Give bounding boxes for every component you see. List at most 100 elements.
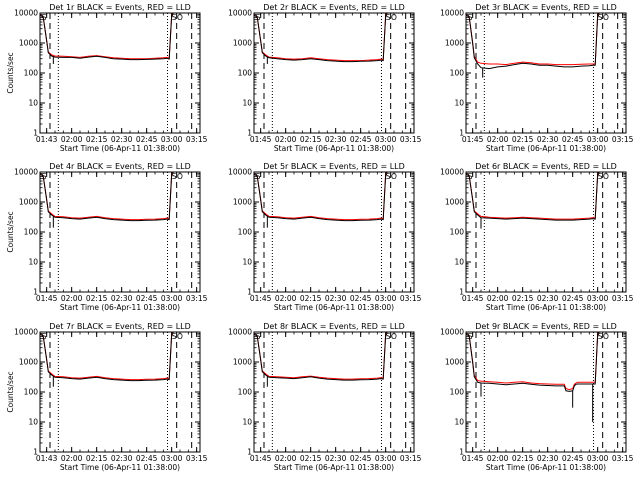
x-tick-label: 01:45 (462, 454, 484, 463)
y-tick-label: 10 (28, 258, 38, 267)
x-tick-label: 02:45 (562, 135, 584, 144)
lld-rate-line (253, 171, 388, 221)
x-tick-label: 01:45 (462, 135, 484, 144)
panel-title: Det 7r BLACK = Events, RED = LLD (49, 322, 191, 331)
events-rate-line (39, 331, 174, 382)
x-axis-label: Start Time (06-Apr-11 01:38:00) (274, 463, 394, 472)
y-tick-label: 1 (247, 448, 252, 457)
saa-marker-label: S (256, 13, 261, 22)
saa-marker-label: S (256, 172, 261, 181)
y-tick-label: 1000 (445, 358, 464, 367)
saa-marker-label: O (603, 172, 609, 181)
x-tick-label: 02:30 (325, 454, 347, 463)
saa-marker-label: S (468, 332, 473, 341)
x-tick-label: 02:00 (61, 454, 83, 463)
x-tick-label: 02:30 (537, 454, 559, 463)
x-tick-label: 02:45 (350, 454, 372, 463)
axes-frame (253, 12, 415, 134)
y-tick-label: 10000 (228, 9, 252, 18)
x-tick-label: 02:30 (111, 454, 133, 463)
x-tick-label: 02:15 (512, 454, 534, 463)
x-tick-label: 02:30 (537, 135, 559, 144)
x-tick-label: 01:43 (36, 454, 58, 463)
axes-frame (253, 171, 415, 293)
x-tick-label: 02:30 (111, 135, 133, 144)
axes-frame (465, 12, 627, 134)
saa-marker-label: S (42, 13, 47, 22)
x-axis-label: Start Time (06-Apr-11 01:38:00) (60, 303, 180, 312)
x-tick-label: 03:00 (375, 135, 397, 144)
saa-marker-label: S (468, 13, 473, 22)
x-tick-label: 02:00 (275, 135, 297, 144)
saa-marker-label: S (42, 172, 47, 181)
saa-marker-label: S (598, 332, 603, 341)
x-tick-label: 01:45 (250, 454, 272, 463)
saa-marker-label: O (603, 13, 609, 22)
saa-marker-label: S (386, 172, 391, 181)
x-tick-label: 02:15 (86, 454, 108, 463)
y-tick-label: 10 (454, 418, 464, 427)
y-tick-label: 1000 (233, 39, 252, 48)
axes-frame (253, 331, 415, 453)
x-axis-label: Start Time (06-Apr-11 01:38:00) (486, 463, 606, 472)
y-tick-label: 10 (242, 99, 252, 108)
axes-frame (39, 171, 201, 293)
y-tick-label: 1 (459, 288, 464, 297)
detector-panel: Det 6r BLACK = Events, RED = LLD 1 10 100 10… (440, 162, 634, 312)
events-rate-line (253, 12, 388, 63)
y-tick-label: 100 (450, 228, 465, 237)
lld-rate-line (465, 12, 600, 66)
y-axis-label: Counts/sec (6, 371, 15, 412)
y-tick-label: 1 (33, 288, 38, 297)
detector-panel: Det 8r BLACK = Events, RED = LLD 1 10 100 10… (228, 322, 422, 472)
x-axis-label: Start Time (06-Apr-11 01:38:00) (60, 463, 180, 472)
panel-title: Det 4r BLACK = Events, RED = LLD (49, 162, 191, 171)
y-tick-label: 100 (24, 69, 39, 78)
axes-frame (39, 12, 201, 134)
y-tick-label: 10000 (14, 168, 38, 177)
x-tick-label: 01:45 (462, 294, 484, 303)
panel-title: Det 9r BLACK = Events, RED = LLD (475, 322, 617, 331)
x-tick-label: 02:15 (300, 294, 322, 303)
y-tick-label: 10000 (440, 328, 464, 337)
saa-marker-label: S (172, 332, 177, 341)
y-tick-label: 10000 (228, 328, 252, 337)
lld-rate-line (253, 12, 388, 62)
x-tick-label: 02:00 (487, 135, 509, 144)
x-tick-label: 03:15 (400, 454, 422, 463)
y-tick-label: 1 (459, 129, 464, 138)
x-tick-label: 03:15 (400, 294, 422, 303)
y-axis-label: Counts/sec (6, 211, 15, 252)
x-axis-label: Start Time (06-Apr-11 01:38:00) (60, 144, 180, 153)
saa-marker-label: O (177, 172, 183, 181)
saa-marker-label: S (468, 172, 473, 181)
events-rate-line (39, 171, 174, 222)
saa-marker-label: S (598, 13, 603, 22)
saa-marker-label: S (172, 13, 177, 22)
x-axis-label: Start Time (06-Apr-11 01:38:00) (274, 144, 394, 153)
y-tick-label: 10 (454, 99, 464, 108)
x-tick-label: 02:45 (136, 135, 158, 144)
x-tick-label: 03:15 (186, 454, 208, 463)
y-tick-label: 1000 (233, 358, 252, 367)
saa-marker-label: O (177, 332, 183, 341)
x-tick-label: 01:45 (250, 294, 272, 303)
y-tick-label: 10 (28, 99, 38, 108)
y-tick-label: 100 (238, 69, 253, 78)
panel-title: Det 1r BLACK = Events, RED = LLD (49, 3, 191, 12)
y-tick-label: 10000 (14, 328, 38, 337)
x-tick-label: 02:45 (350, 294, 372, 303)
x-tick-label: 02:00 (61, 135, 83, 144)
y-tick-label: 1000 (445, 39, 464, 48)
x-tick-label: 02:45 (136, 294, 158, 303)
x-tick-label: 02:00 (487, 294, 509, 303)
y-tick-label: 1000 (19, 198, 38, 207)
panel-title: Det 3r BLACK = Events, RED = LLD (475, 3, 617, 12)
y-tick-label: 100 (238, 388, 253, 397)
y-axis-label: Counts/sec (6, 52, 15, 93)
x-tick-label: 03:15 (612, 135, 634, 144)
x-tick-label: 02:30 (325, 135, 347, 144)
y-tick-label: 100 (24, 388, 39, 397)
y-tick-label: 1 (33, 129, 38, 138)
